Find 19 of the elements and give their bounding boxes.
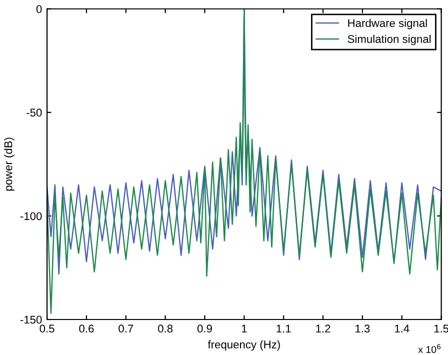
- x-tick-label: 0.6: [79, 324, 94, 333]
- legend-label: Simulation signal: [348, 34, 431, 46]
- x-tick-label: 1.1: [276, 324, 291, 332]
- x-tick-label: 0.8: [158, 324, 173, 333]
- y-tick-label: -50: [26, 108, 42, 117]
- x-tick-label: 0.5: [40, 324, 54, 333]
- x-axis-title: frequency (Hz): [208, 340, 280, 351]
- y-tick-label: 0: [36, 5, 42, 14]
- x-tick-label: 0.7: [118, 324, 134, 333]
- x-tick-label: 1.3: [356, 324, 370, 333]
- y-tick-label: -100: [20, 212, 42, 220]
- x-tick-label: 1: [242, 324, 247, 332]
- x-tick-label: 1.2: [316, 324, 330, 332]
- y-tick-label: -150: [20, 316, 42, 324]
- x-tick-label: 0.9: [197, 324, 212, 333]
- x-tick-label: 1.4: [394, 324, 410, 332]
- y-axis-title: power (dB): [4, 138, 14, 191]
- legend-label: Hardware signal: [348, 18, 427, 30]
- text: x 10$^{6}$: [418, 344, 441, 353]
